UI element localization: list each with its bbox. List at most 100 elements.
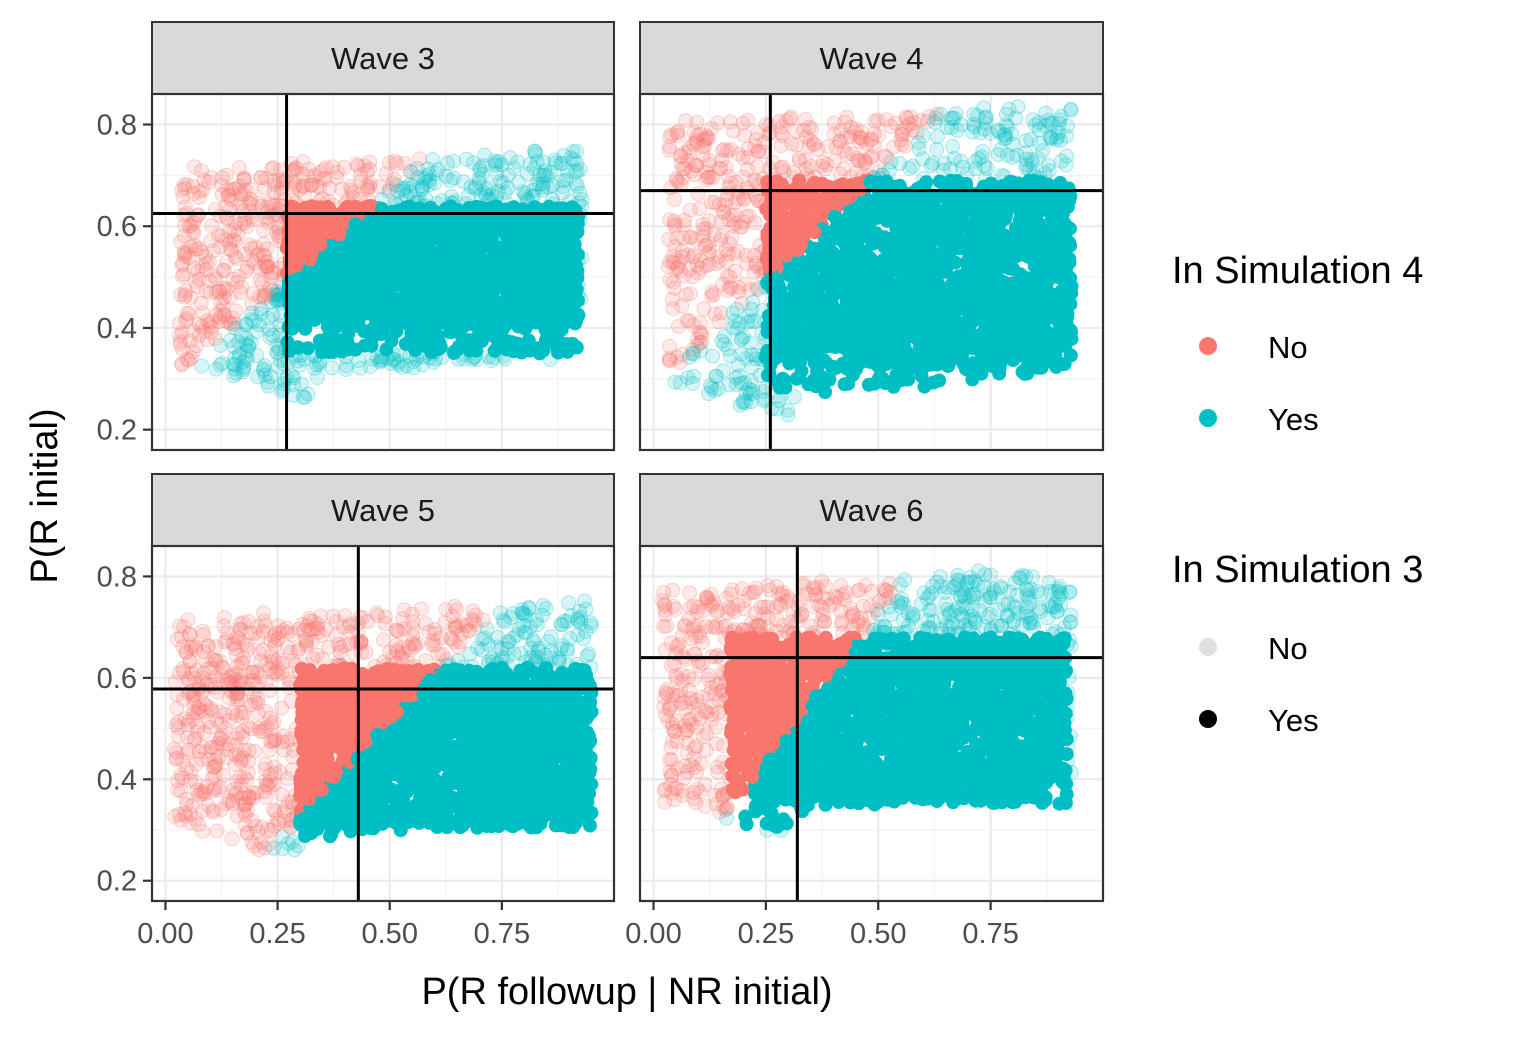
- data-point: [262, 280, 278, 296]
- data-point: [1014, 244, 1028, 259]
- data-point: [522, 275, 537, 290]
- data-point: [689, 257, 705, 273]
- data-point: [425, 152, 441, 168]
- data-point: [688, 132, 704, 148]
- data-point: [228, 303, 244, 319]
- data-point: [527, 143, 543, 159]
- data-point: [698, 258, 714, 274]
- data-point: [175, 341, 191, 357]
- data-point: [1024, 152, 1040, 168]
- data-point: [740, 112, 756, 128]
- data-point: [201, 174, 217, 190]
- data-point: [662, 212, 678, 228]
- data-point: [670, 259, 686, 275]
- data-point: [703, 169, 719, 185]
- data-point: [191, 271, 207, 287]
- data-point: [301, 237, 316, 252]
- data-point: [226, 222, 242, 238]
- data-point: [252, 289, 268, 305]
- data-point: [363, 230, 378, 245]
- data-point: [213, 303, 229, 319]
- data-point: [514, 345, 529, 360]
- data-point: [256, 222, 272, 238]
- data-point: [746, 264, 762, 280]
- data-point: [1031, 294, 1045, 309]
- data-point: [720, 282, 736, 298]
- data-point: [240, 343, 256, 359]
- data-point: [726, 246, 742, 262]
- data-point: [669, 349, 685, 365]
- data-point: [1040, 157, 1056, 173]
- data-point: [716, 205, 732, 221]
- data-point: [826, 327, 841, 342]
- data-point: [934, 283, 949, 298]
- data-point: [791, 150, 807, 166]
- data-point: [490, 184, 506, 199]
- data-point: [1024, 248, 1039, 263]
- data-point: [738, 351, 754, 366]
- data-point: [185, 344, 201, 360]
- data-point: [198, 283, 214, 299]
- data-point: [725, 123, 741, 139]
- data-point: [258, 258, 274, 274]
- data-point: [218, 167, 234, 183]
- data-point: [300, 341, 315, 356]
- data-point: [222, 235, 238, 251]
- data-point: [517, 185, 533, 201]
- data-point: [843, 119, 859, 135]
- data-point: [716, 363, 732, 379]
- data-point: [547, 152, 563, 168]
- data-point: [932, 174, 947, 189]
- data-point: [235, 354, 251, 370]
- data-point: [672, 355, 688, 370]
- data-point: [473, 312, 488, 327]
- data-point: [231, 334, 247, 350]
- data-point: [178, 283, 193, 299]
- data-point: [394, 360, 410, 375]
- panel-border: [150, 92, 616, 452]
- data-point: [852, 134, 868, 150]
- data-point: [198, 248, 214, 264]
- data-point: [862, 132, 878, 148]
- data-point: [925, 155, 941, 171]
- data-point: [352, 360, 368, 376]
- data-point: [981, 264, 996, 279]
- data-point: [389, 177, 404, 193]
- data-point: [396, 183, 412, 199]
- data-point: [710, 115, 726, 131]
- data-point: [203, 285, 219, 301]
- data-point: [223, 192, 239, 208]
- data-point: [718, 192, 734, 208]
- data-point: [258, 171, 274, 186]
- data-point: [936, 155, 952, 171]
- data-point: [296, 311, 311, 326]
- data-point: [342, 241, 357, 256]
- data-point: [743, 313, 759, 329]
- data-point: [288, 224, 303, 239]
- data-point: [186, 186, 202, 202]
- data-point: [177, 180, 193, 196]
- data-point: [253, 301, 269, 317]
- data-point: [802, 132, 818, 148]
- data-point: [724, 208, 740, 224]
- data-point: [731, 284, 746, 300]
- data-point: [555, 185, 570, 201]
- data-point: [214, 355, 230, 371]
- data-point: [801, 221, 816, 236]
- data-point: [733, 375, 749, 391]
- data-point: [555, 179, 571, 195]
- data-point: [359, 182, 375, 198]
- data-point: [213, 294, 229, 310]
- data-point: [1035, 143, 1051, 159]
- data-point: [683, 163, 699, 179]
- data-point: [395, 231, 409, 246]
- data-point: [309, 179, 325, 195]
- data-point: [463, 179, 479, 195]
- data-point: [715, 277, 730, 292]
- data-point: [1031, 354, 1046, 368]
- data-point: [796, 202, 810, 217]
- data-point: [697, 238, 713, 254]
- data-point: [933, 106, 949, 122]
- data-point: [786, 389, 802, 405]
- data-point: [681, 313, 697, 329]
